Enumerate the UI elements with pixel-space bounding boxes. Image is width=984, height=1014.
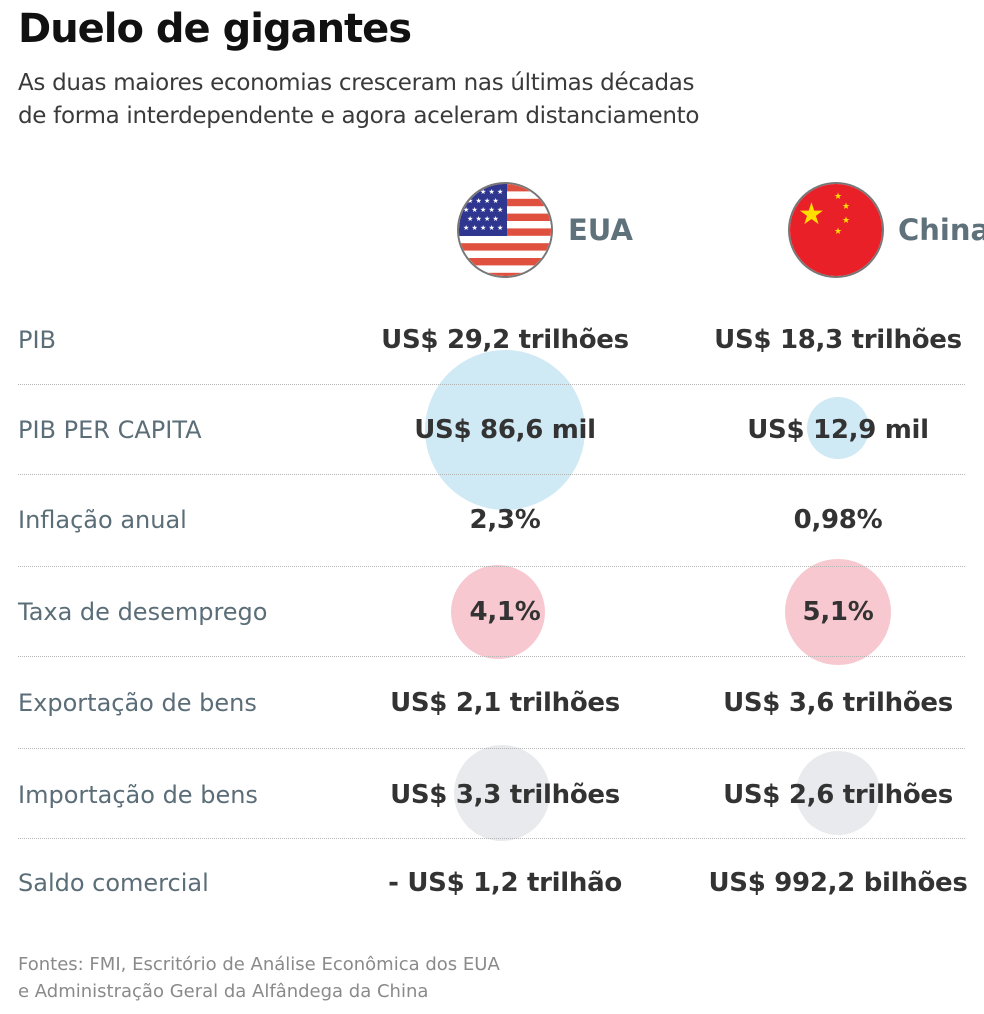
subtitle-line-1: As duas maiores economias cresceram nas … bbox=[18, 70, 695, 96]
svg-text:★ ★ ★ ★ ★: ★ ★ ★ ★ ★ bbox=[463, 188, 503, 196]
svg-text:★: ★ bbox=[834, 192, 842, 202]
row-divider bbox=[18, 474, 965, 475]
row-divider bbox=[18, 656, 965, 657]
column-header-china: China bbox=[898, 213, 984, 247]
source-line-2: e Administração Geral da Alfândega da Ch… bbox=[18, 981, 429, 1002]
row-label-exportacao-de-bens: Exportação de bens bbox=[18, 689, 257, 717]
row-label-pib: PIB bbox=[18, 326, 57, 354]
value-importacao-de-bens-eua: US$ 3,3 trilhões bbox=[390, 780, 620, 810]
value-exportacao-de-bens-eua: US$ 2,1 trilhões bbox=[390, 688, 620, 718]
importacao-de-bens-bubble-china bbox=[796, 751, 880, 835]
source-line-1: Fontes: FMI, Escritório de Análise Econô… bbox=[18, 954, 500, 975]
value-exportacao-de-bens-china: US$ 3,6 trilhões bbox=[723, 688, 953, 718]
svg-text:★: ★ bbox=[834, 227, 842, 237]
importacao-de-bens-bubble-eua bbox=[454, 745, 550, 841]
svg-text:★ ★ ★ ★ ★: ★ ★ ★ ★ ★ bbox=[463, 224, 503, 232]
svg-text:★ ★ ★ ★: ★ ★ ★ ★ bbox=[467, 215, 499, 223]
svg-text:★: ★ bbox=[842, 202, 850, 212]
row-label-importacao-de-bens: Importação de bens bbox=[18, 781, 258, 809]
pib-per-capita-bubble-eua bbox=[425, 350, 585, 510]
svg-text:★: ★ bbox=[798, 197, 825, 232]
usa-flag-icon: ★ ★ ★ ★ ★ ★ ★ ★ ★ ★ ★ ★ ★ ★ ★ ★ ★ ★ ★ ★ ★ ★ … bbox=[457, 182, 553, 278]
value-taxa-de-desemprego-eua: 4,1% bbox=[469, 597, 541, 627]
row-label-taxa-de-desemprego: Taxa de desemprego bbox=[18, 598, 268, 626]
pib-per-capita-bubble-china bbox=[807, 397, 869, 459]
row-label-inflacao-anual: Inflação anual bbox=[18, 506, 187, 534]
row-divider bbox=[18, 566, 965, 567]
value-pib-per-capita-china: US$ 12,9 mil bbox=[747, 415, 929, 445]
svg-text:★ ★ ★ ★: ★ ★ ★ ★ bbox=[467, 197, 499, 205]
value-pib-eua: US$ 29,2 trilhões bbox=[381, 325, 629, 355]
value-pib-per-capita-eua: US$ 86,6 mil bbox=[414, 415, 596, 445]
value-saldo-comercial-china: US$ 992,2 bilhões bbox=[708, 868, 968, 898]
row-divider bbox=[18, 838, 965, 839]
row-label-saldo-comercial: Saldo comercial bbox=[18, 869, 209, 897]
row-divider bbox=[18, 384, 965, 385]
subtitle-line-2: de forma interdependente e agora acelera… bbox=[18, 103, 700, 129]
svg-text:★ ★ ★ ★ ★: ★ ★ ★ ★ ★ bbox=[463, 206, 503, 214]
row-label-pib-per-capita: PIB PER CAPITA bbox=[18, 416, 202, 444]
svg-text:★: ★ bbox=[842, 216, 850, 226]
taxa-de-desemprego-bubble-china bbox=[785, 559, 891, 665]
value-saldo-comercial-eua: - US$ 1,2 trilhão bbox=[388, 868, 622, 898]
value-inflacao-anual-china: 0,98% bbox=[793, 505, 883, 535]
taxa-de-desemprego-bubble-eua bbox=[451, 565, 545, 659]
value-pib-china: US$ 18,3 trilhões bbox=[714, 325, 962, 355]
page-title: Duelo de gigantes bbox=[18, 6, 412, 52]
column-header-eua: EUA bbox=[568, 213, 633, 247]
value-inflacao-anual-eua: 2,3% bbox=[469, 505, 541, 535]
row-divider bbox=[18, 748, 965, 749]
value-taxa-de-desemprego-china: 5,1% bbox=[802, 597, 874, 627]
value-importacao-de-bens-china: US$ 2,6 trilhões bbox=[723, 780, 953, 810]
china-flag-icon: ★ ★ ★ ★ ★ bbox=[788, 182, 884, 278]
